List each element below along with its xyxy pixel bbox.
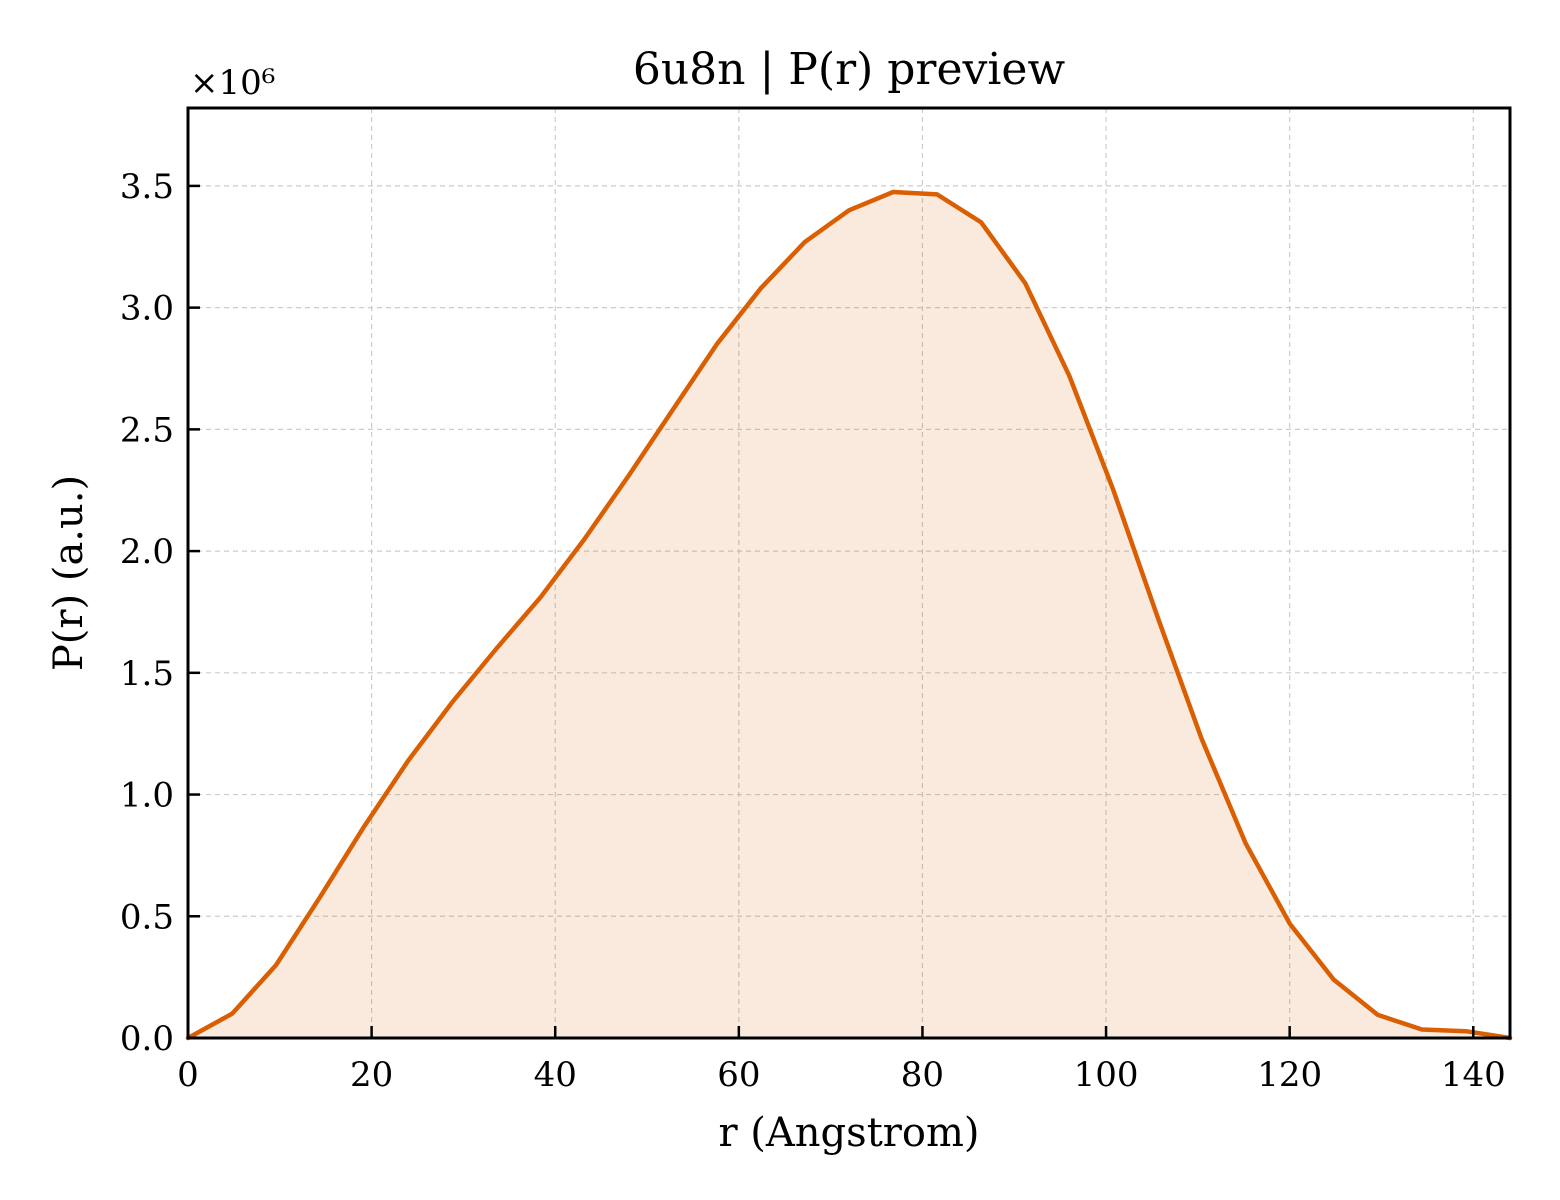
x-tick-label: 20 xyxy=(350,1055,393,1095)
x-axis-ticks: 0 20 40 60 80 100 120 140 xyxy=(177,1026,1506,1095)
y-tick-label: 2.5 xyxy=(120,410,174,450)
pr-series-line xyxy=(185,189,1513,1041)
y-axis-ticks: 0.0 0.5 1.0 1.5 2.0 2.5 3.0 3.5 xyxy=(120,167,200,1059)
y-tick-label: 0.0 xyxy=(120,1019,174,1059)
y-axis-label: P(r) (a.u.) xyxy=(46,475,92,671)
plot-frame xyxy=(186,106,1512,1040)
y-axis-offset-label: ×10⁶ xyxy=(190,63,275,103)
y-tick-label: 2.0 xyxy=(120,532,174,572)
x-tick-label: 140 xyxy=(1441,1055,1506,1095)
y-tick-label: 3.0 xyxy=(120,289,174,329)
y-tick-label: 1.5 xyxy=(120,654,174,694)
y-tick-label: 3.5 xyxy=(120,167,174,207)
pr-area-fill xyxy=(188,192,1510,1038)
chart-title: 6u8n | P(r) preview xyxy=(633,44,1066,95)
y-tick-label: 0.5 xyxy=(120,897,174,937)
x-tick-label: 60 xyxy=(717,1055,760,1095)
y-tick-label: 1.0 xyxy=(120,776,174,816)
x-tick-label: 120 xyxy=(1257,1055,1322,1095)
x-tick-label: 80 xyxy=(901,1055,944,1095)
x-tick-label: 40 xyxy=(534,1055,577,1095)
x-tick-label: 100 xyxy=(1074,1055,1139,1095)
x-axis-label: r (Angstrom) xyxy=(718,1110,979,1156)
x-tick-label: 0 xyxy=(177,1055,199,1095)
